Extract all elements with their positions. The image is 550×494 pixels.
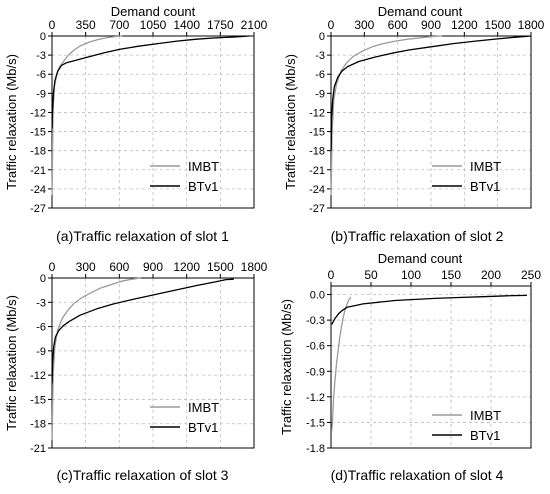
y-tick-label: -3 [315, 50, 325, 62]
y-tick-label: -15 [30, 394, 46, 406]
series-line-btv1 [51, 35, 250, 129]
chart-panel-c: 0 300 600 900 1200 1500 1800 0 -3 -6 -9 -12 -15 -18 -2… [4, 260, 268, 455]
y-tick-label: -12 [309, 107, 325, 119]
y-tick-label: -1.5 [306, 417, 325, 429]
series-line-imbt [330, 35, 443, 196]
y-tick-label: -0.9 [306, 366, 325, 378]
x-tick-label: 1500 [484, 18, 511, 32]
x-tick-label: 250 [521, 268, 541, 282]
x-tick-label: 0 [49, 18, 56, 32]
x-tick-label: 900 [421, 18, 441, 32]
caption-a: (a)Traffic relaxation of slot 1 [56, 228, 229, 244]
x-tick-label: 1200 [173, 260, 200, 274]
x-tick-label: 0 [328, 268, 335, 282]
y-tick-label: -18 [30, 419, 46, 431]
y-tick-label: -6 [36, 69, 46, 81]
x-tick-label: 2100 [241, 18, 268, 32]
x-tick-label: 1050 [140, 18, 167, 32]
y-tick-label: -12 [30, 107, 46, 119]
y-tick-label: -27 [30, 203, 46, 215]
y-tick-label: -9 [315, 88, 325, 100]
y-tick-label: -9 [36, 346, 46, 358]
y-tick-label: -6 [315, 69, 325, 81]
legend-label-btv1: BTv1 [470, 179, 500, 194]
x-tick-label: 300 [76, 260, 96, 274]
x-tick-label: 1500 [207, 260, 234, 274]
x-tick-label: 150 [441, 268, 461, 282]
y-axis-label: Traffic relaxation (Mb/s) [279, 299, 294, 435]
legend-label-imbt: IMBT [188, 400, 219, 415]
legend-label-imbt: IMBT [470, 159, 501, 174]
x-tick-label: 0 [328, 18, 335, 32]
x-tick-label: 200 [481, 268, 501, 282]
chart-panel-b: 0 300 600 900 1200 1500 1800 0 -3 -6 -9 -12 -15 -18 -2… [283, 4, 545, 215]
x-tick-label: 100 [401, 268, 421, 282]
x-tick-label: 350 [76, 18, 96, 32]
y-axis-label: Traffic relaxation (Mb/s) [283, 54, 298, 190]
y-tick-label: -15 [30, 127, 46, 139]
x-tick-label: 1750 [207, 18, 234, 32]
chart-panel-d: 0 50 100 150 200 250 0.0 -0.3 -0.6 -0.9 -1.2 -1.5 -1… [279, 251, 541, 455]
y-tick-label: -0.3 [306, 315, 325, 327]
y-tick-label: -6 [36, 322, 46, 334]
y-tick-label: -21 [30, 165, 46, 177]
series-line-btv1 [330, 35, 532, 151]
y-tick-label: -24 [309, 184, 325, 196]
y-tick-label: -21 [30, 443, 46, 455]
x-tick-label: 700 [109, 18, 129, 32]
y-tick-label: -1.8 [306, 443, 325, 455]
y-tick-label: -15 [309, 127, 325, 139]
x-tick-label: 50 [364, 268, 378, 282]
x-tick-label: 300 [354, 18, 374, 32]
chart-panel-a: 0 350 700 1050 1400 1750 2100 0 -3 -6 -9 -12 -15 -18 -… [4, 4, 268, 215]
y-axis-label: Traffic relaxation (Mb/s) [4, 295, 19, 431]
y-tick-label: -24 [30, 184, 46, 196]
series-line-btv1 [331, 294, 528, 325]
legend-label-imbt: IMBT [470, 408, 501, 423]
series-line-imbt [331, 296, 352, 431]
y-tick-label: -27 [309, 203, 325, 215]
y-tick-label: -18 [30, 146, 46, 158]
y-axis-label: Traffic relaxation (Mb/s) [4, 54, 19, 190]
y-tick-label: -3 [36, 297, 46, 309]
y-tick-label: -3 [36, 50, 46, 62]
legend-label-btv1: BTv1 [188, 420, 218, 435]
x-tick-label: 600 [388, 18, 408, 32]
series-line-btv1 [51, 278, 234, 384]
y-tick-label: -21 [309, 165, 325, 177]
x-tick-label: 0 [49, 260, 56, 274]
y-tick-label: 0.0 [310, 290, 325, 302]
legend-label-btv1: BTv1 [188, 179, 218, 194]
x-tick-label: 1800 [241, 260, 268, 274]
y-tick-label: -0.6 [306, 341, 325, 353]
y-tick-label: -9 [36, 88, 46, 100]
series-line-imbt [51, 277, 141, 440]
y-tick-label: -12 [30, 370, 46, 382]
x-tick-label: 1400 [173, 18, 200, 32]
x-tick-label: 1200 [451, 18, 478, 32]
caption-b: (b)Traffic relaxation of slot 2 [330, 228, 504, 244]
caption-c: (c)Traffic relaxation of slot 3 [56, 467, 229, 483]
x-tick-label: 900 [143, 260, 163, 274]
legend-label-btv1: BTv1 [470, 428, 500, 443]
series-line-imbt [51, 35, 123, 196]
y-tick-label: -1.2 [306, 392, 325, 404]
x-axis-label: Demand count [378, 4, 463, 19]
legend-label-imbt: IMBT [188, 159, 219, 174]
x-tick-label: 600 [109, 260, 129, 274]
plot-frame [330, 285, 532, 449]
x-tick-label: 1800 [518, 18, 545, 32]
x-axis-label: Demand count [111, 4, 196, 19]
x-axis-label: Demand count [378, 251, 463, 266]
y-tick-label: 0 [40, 31, 46, 43]
y-tick-label: 0 [40, 273, 46, 285]
caption-d: (d)Traffic relaxation of slot 4 [330, 467, 504, 483]
y-tick-label: -18 [309, 146, 325, 158]
y-tick-label: 0 [319, 31, 325, 43]
